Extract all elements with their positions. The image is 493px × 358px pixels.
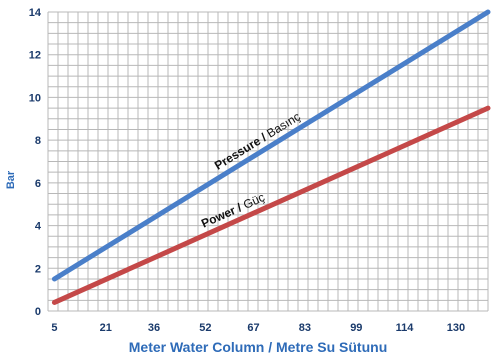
y-tick-label: 12 xyxy=(29,50,41,62)
x-tick-label: 36 xyxy=(148,322,160,334)
x-tick-label: 114 xyxy=(396,322,415,334)
series-line-pressure xyxy=(51,9,491,282)
y-tick-label: 14 xyxy=(29,7,42,19)
series-line-power xyxy=(51,105,491,305)
x-tick-label: 5 xyxy=(51,322,57,334)
y-axis-title: Bar xyxy=(5,170,17,189)
y-tick-label: 4 xyxy=(35,221,42,233)
series-lines xyxy=(51,9,491,305)
y-tick-label: 2 xyxy=(35,263,41,275)
x-tick-label: 130 xyxy=(447,322,465,334)
y-tick-label: 6 xyxy=(35,178,41,190)
tick-labels: 0 2 4 6 8 10 12 14 5 21 36 52 67 83 99 114 130 xyxy=(29,7,465,334)
x-tick-label: 21 xyxy=(100,322,112,334)
x-axis-title: Meter Water Column / Metre Su Sütunu xyxy=(129,339,388,355)
x-tick-label: 52 xyxy=(199,322,211,334)
y-tick-label: 0 xyxy=(35,306,41,318)
y-tick-label: 8 xyxy=(35,135,41,147)
y-tick-label: 10 xyxy=(29,92,41,104)
x-tick-label: 99 xyxy=(350,322,362,334)
x-tick-label: 83 xyxy=(299,322,311,334)
x-tick-label: 67 xyxy=(247,322,259,334)
